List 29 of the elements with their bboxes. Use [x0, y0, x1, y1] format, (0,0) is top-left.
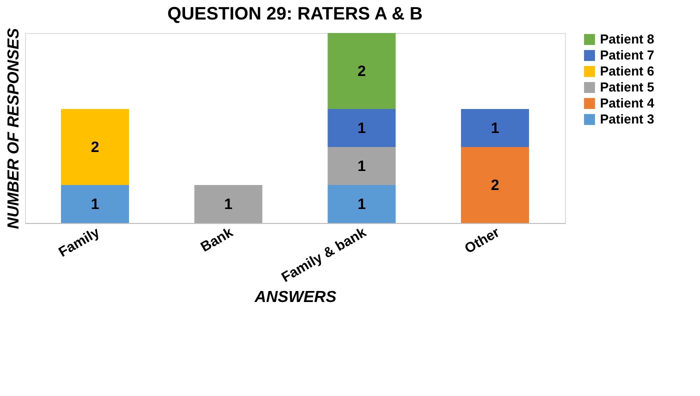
bar — [61, 109, 129, 185]
bar — [328, 109, 396, 147]
bar — [461, 147, 529, 223]
bar — [328, 33, 396, 109]
x-axis-title: ANSWERS — [254, 289, 337, 306]
legend-label: Patient 8 — [600, 32, 654, 46]
data-label: 1 — [357, 158, 366, 175]
legend-label: Patient 4 — [600, 96, 655, 110]
data-label: 1 — [357, 120, 366, 137]
x-tick-label: Other — [462, 223, 502, 256]
bar — [461, 109, 529, 147]
data-label: 1 — [90, 196, 100, 213]
legend-label: Patient 3 — [600, 112, 654, 126]
chart-title: QUESTION 29: RATERS A & B — [167, 4, 423, 24]
bar — [328, 185, 396, 223]
bar — [61, 185, 129, 223]
legend-label: Patient 6 — [600, 64, 654, 78]
x-tick-label: Bank — [198, 224, 236, 255]
data-label: 1 — [224, 196, 233, 213]
data-label: 2 — [90, 139, 100, 156]
legend-label: Patient 7 — [600, 48, 654, 62]
y-axis-title: NUMBER OF RESPONSES — [6, 28, 22, 229]
bar — [328, 147, 396, 185]
data-label: 2 — [490, 177, 500, 194]
data-label: 1 — [357, 196, 366, 213]
bar — [194, 185, 262, 223]
data-label: 2 — [357, 63, 366, 80]
legend-label: Patient 5 — [600, 80, 654, 94]
data-label: 1 — [490, 120, 500, 137]
